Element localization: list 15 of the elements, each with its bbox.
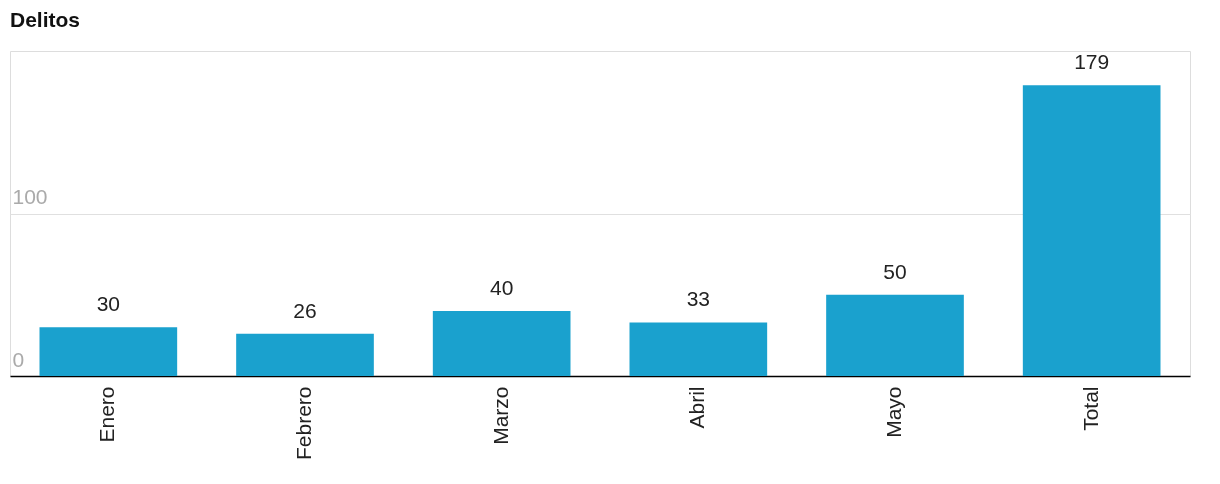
y-tick-label: 100 bbox=[12, 185, 48, 208]
data-label: 26 bbox=[293, 298, 317, 322]
data-label: 30 bbox=[96, 292, 121, 316]
y-tick-label: 0 bbox=[12, 347, 25, 371]
x-tick-label: Febrero bbox=[292, 386, 315, 461]
x-tick-label: Mayo bbox=[882, 386, 905, 438]
data-label: 50 bbox=[883, 259, 907, 283]
x-tick-label: Marzo bbox=[488, 386, 512, 445]
x-tick-label: Enero bbox=[95, 386, 119, 443]
data-label: 179 bbox=[1074, 50, 1110, 74]
data-label: 40 bbox=[489, 276, 514, 299]
x-tick-label: Abril bbox=[685, 386, 709, 429]
data-label: 33 bbox=[686, 287, 711, 311]
chart-title: Delitos bbox=[10, 8, 81, 31]
x-tick-label: Total bbox=[1078, 386, 1102, 431]
